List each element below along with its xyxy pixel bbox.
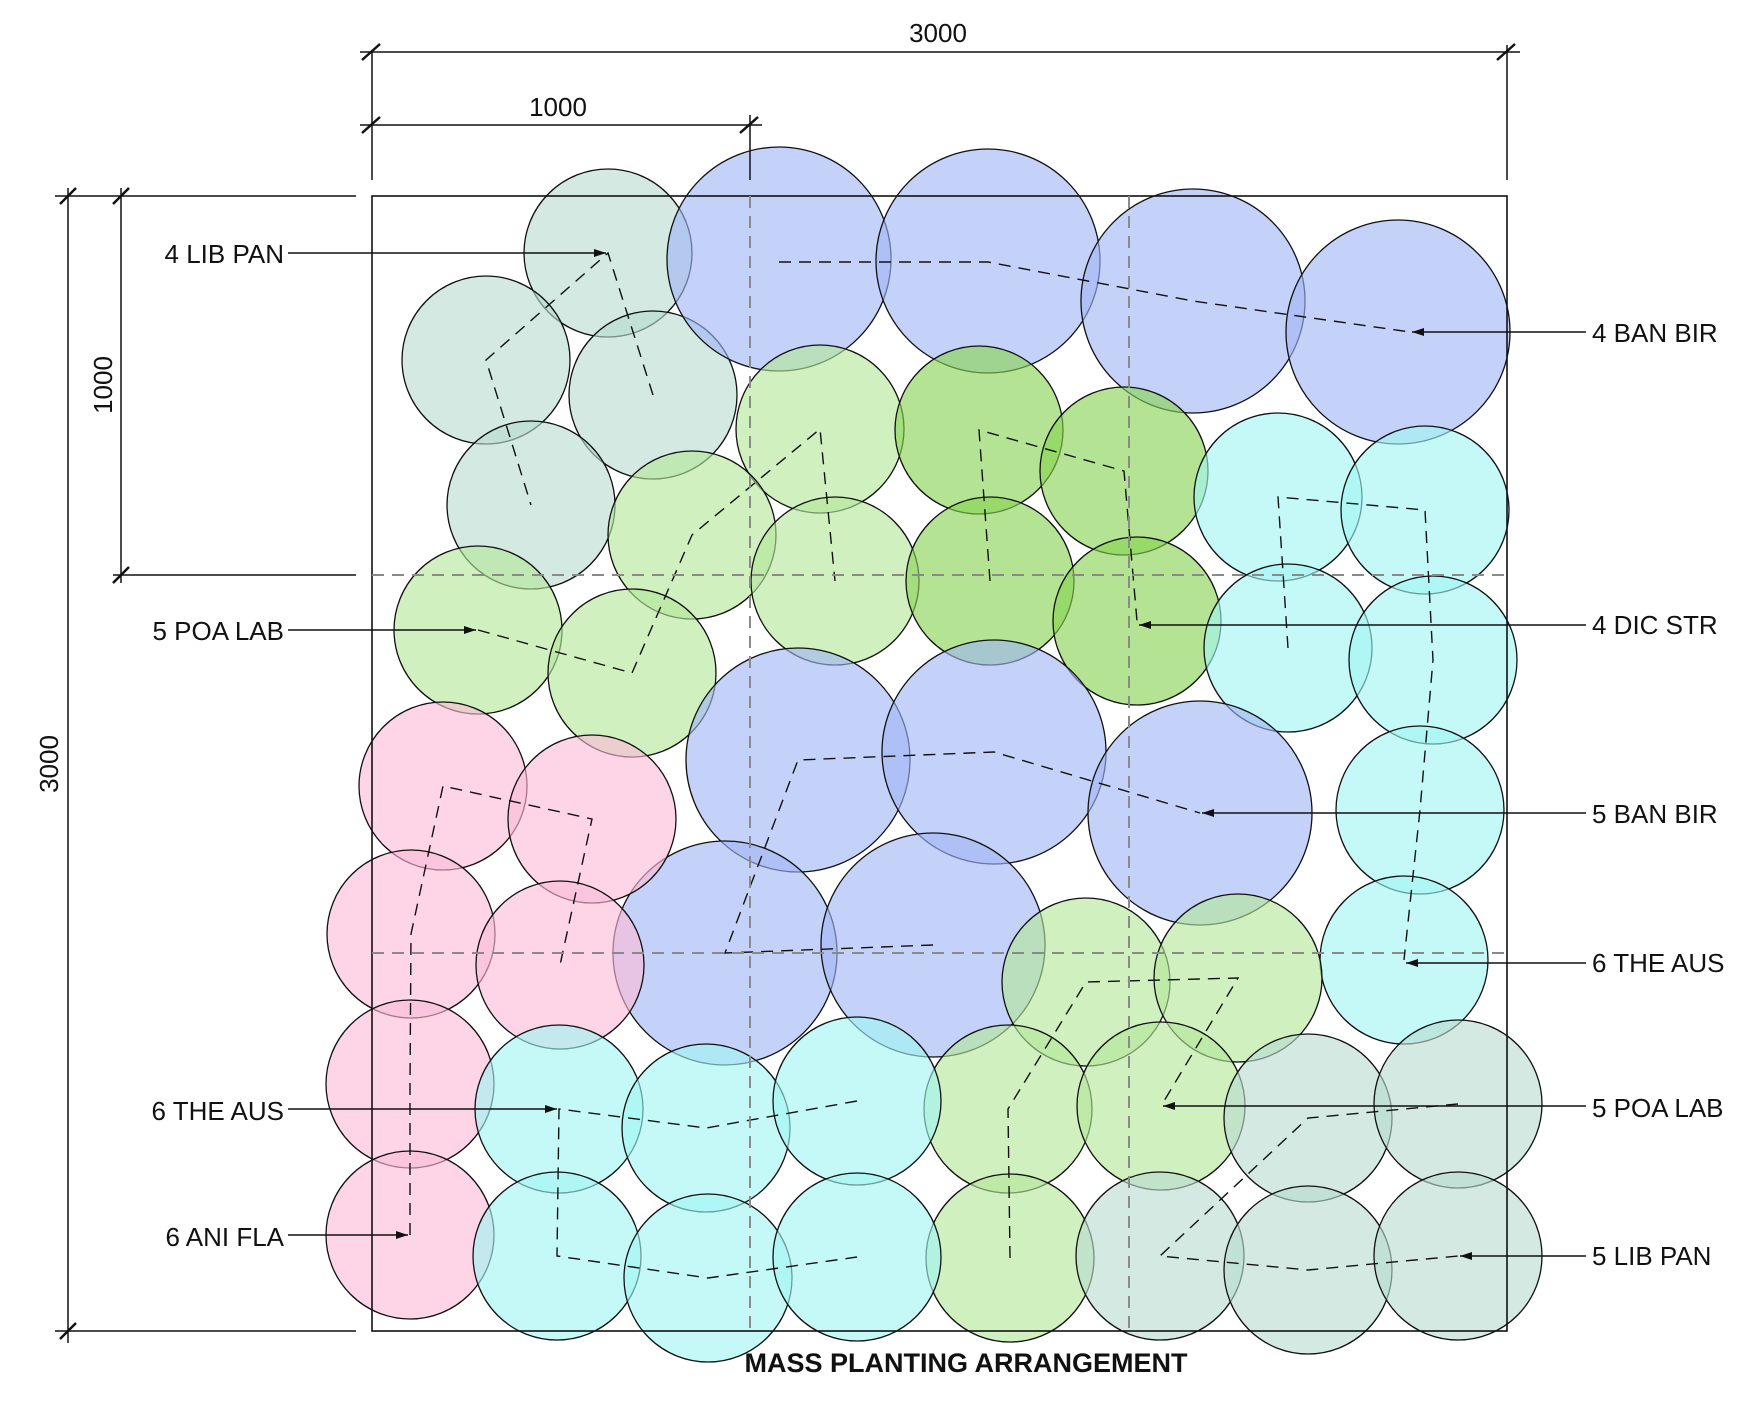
leader-arrowhead-ban-bir-mid <box>1202 809 1214 817</box>
planting-path-dic-str <box>978 429 1138 622</box>
planting-path-poa-lab-top <box>477 427 836 674</box>
label-the-aus-bottom: 6 THE AUS <box>152 1096 284 1126</box>
plant-circle-ban-bir-top <box>666 146 892 372</box>
leader-arrowhead-lib-pan-bottom <box>1460 1252 1472 1260</box>
leader-arrowhead-the-aus-right <box>1406 959 1418 967</box>
plant-circle-ani-fla <box>358 701 528 871</box>
overall-width-label: 3000 <box>909 18 967 48</box>
planting-bed-border <box>371 195 1508 1332</box>
dimension-lines <box>55 43 1520 1343</box>
plant-circle-the-aus-bottom <box>621 1043 791 1213</box>
plant-circle-ani-fla <box>475 880 645 1050</box>
label-ani-fla: 6 ANI FLA <box>166 1222 285 1252</box>
overall-height-label: 3000 <box>34 735 64 793</box>
plant-circle-ban-bir-top <box>875 148 1101 374</box>
planting-path-ban-bir-top <box>779 261 1411 333</box>
leader-arrowhead-ban-bir-top <box>1412 328 1424 336</box>
module-grid <box>372 196 1507 1331</box>
module-height-label: 1000 <box>88 356 118 414</box>
plant-circle-ban-bir-top <box>1080 188 1306 414</box>
label-lib-pan-top: 4 LIB PAN <box>165 239 284 269</box>
leader-arrowhead-ani-fla <box>396 1231 408 1239</box>
planting-path-the-aus-bottom <box>556 1100 858 1279</box>
leader-arrowhead-poa-lab-top <box>464 626 476 634</box>
label-lib-pan-bottom: 5 LIB PAN <box>1592 1241 1711 1271</box>
module-width-label: 1000 <box>529 92 587 122</box>
planting-path-lib-pan-bottom <box>1158 1103 1459 1271</box>
leader-arrowhead-the-aus-bottom <box>545 1105 557 1113</box>
diagram-title: MASS PLANTING ARRANGEMENT <box>745 1348 1189 1378</box>
label-dic-str: 4 DIC STR <box>1592 610 1718 640</box>
plant-circle-ban-bir-mid <box>685 647 911 873</box>
plant-circle-the-aus-right <box>1340 425 1510 595</box>
plant-circle-lib-pan-bottom <box>1075 1171 1245 1341</box>
planting-path-ban-bir-mid <box>723 751 1201 954</box>
label-the-aus-right: 6 THE AUS <box>1592 948 1724 978</box>
plant-circle-the-aus-right <box>1335 725 1505 895</box>
leader-arrowhead-dic-str <box>1139 621 1151 629</box>
label-poa-lab-top: 5 POA LAB <box>152 616 284 646</box>
planting-path-the-aus-right <box>1277 496 1434 961</box>
leader-arrowhead-lib-pan-top <box>594 249 606 257</box>
label-ban-bir-mid: 5 BAN BIR <box>1592 799 1718 829</box>
leader-arrowhead-poa-lab-bottom <box>1163 1102 1175 1110</box>
planting-path-lib-pan-top <box>485 251 654 506</box>
label-poa-lab-bottom: 5 POA LAB <box>1592 1093 1724 1123</box>
label-ban-bir-top: 4 BAN BIR <box>1592 318 1718 348</box>
leader-lines <box>288 249 1586 1260</box>
